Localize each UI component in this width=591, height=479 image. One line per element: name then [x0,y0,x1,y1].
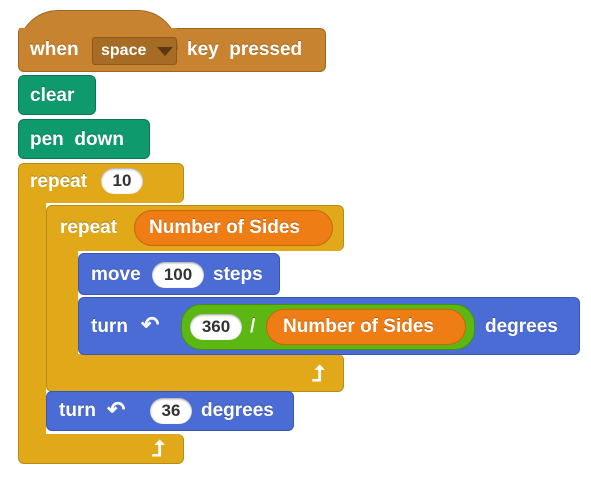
loop-arrow-icon: ⮥ [312,361,325,386]
key-dropdown[interactable]: space [92,37,177,65]
key-dropdown-value: space [101,42,147,59]
turn-degrees-block[interactable]: turn ↶ 36 degrees [46,391,294,431]
move-steps-input[interactable]: 100 [152,262,204,288]
repeat-outer-label: repeat [30,171,88,192]
when-label: when [30,39,79,60]
clear-block[interactable]: clear [18,75,96,115]
key-pressed-label: key pressed [187,39,303,60]
repeat-outer-foot [18,434,184,464]
repeat-outer-count[interactable]: 10 [101,168,143,194]
turn-degrees-input[interactable]: 36 [150,398,192,424]
loop-arrow-icon: ⮥ [152,436,165,461]
move-steps-block[interactable]: move 100 steps [78,253,280,295]
divide-numerator-input[interactable]: 360 [190,314,242,340]
repeat-inner-foot [46,354,344,392]
chevron-down-icon [157,47,173,56]
move-label: move [91,264,141,285]
number-of-sides-label-2: Number of Sides [283,316,434,337]
rotate-left-icon: ↶ [141,312,160,337]
rotate-left-icon: ↶ [107,397,126,422]
degrees-label: degrees [485,316,558,337]
repeat-outer-arm [18,198,46,438]
divide-sign: / [250,316,256,337]
pen-down-block[interactable]: pen down [18,119,150,159]
degrees-label-2: degrees [201,400,274,421]
number-of-sides-reporter-2[interactable]: Number of Sides [266,309,466,345]
steps-label: steps [213,264,263,285]
clear-label: clear [30,85,75,106]
repeat-inner-label: repeat [60,217,118,238]
turn-label-2: turn [59,400,96,421]
repeat-inner-arm [46,246,78,358]
number-of-sides-reporter[interactable]: Number of Sides [134,210,333,246]
pen-down-label: pen down [30,129,124,150]
number-of-sides-label: Number of Sides [149,217,300,238]
turn-label: turn [91,316,128,337]
